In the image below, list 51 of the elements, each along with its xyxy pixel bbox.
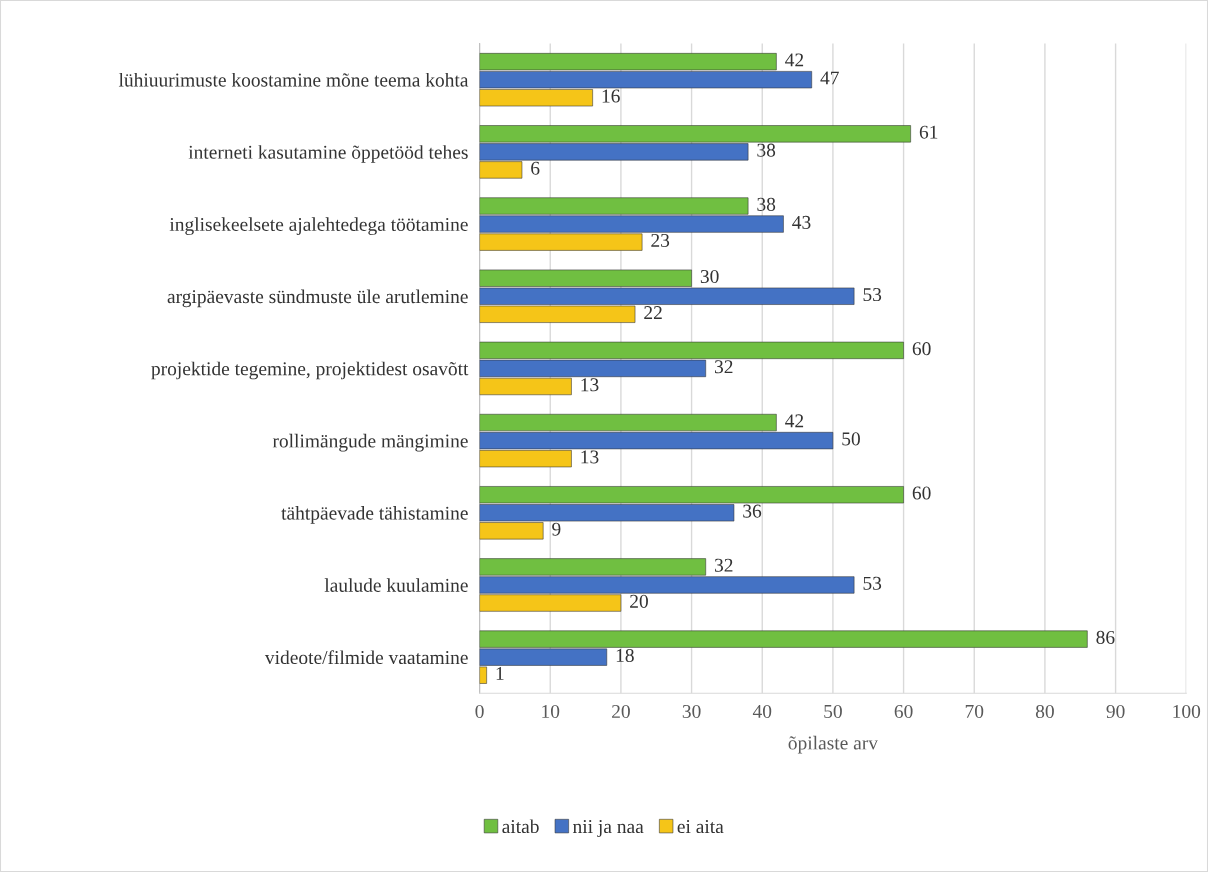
y-tick-label: interneti kasutamine õppetööd tehes <box>188 145 468 163</box>
legend-label: nii ja naa <box>572 820 644 838</box>
data-label: 9 <box>552 522 561 536</box>
y-tick-label: laulude kuulamine <box>324 578 468 592</box>
x-tick-label: 30 <box>682 704 701 719</box>
x-tick-label: 80 <box>1035 704 1054 719</box>
x-tick-label: 50 <box>824 704 842 719</box>
x-axis-title: õpilaste arv <box>788 735 878 754</box>
x-tick-label: 60 <box>894 704 913 719</box>
data-label: 1 <box>496 667 504 680</box>
data-label: 16 <box>602 89 620 103</box>
x-tick-label: 20 <box>612 704 630 719</box>
legend-label: aitab <box>502 819 539 834</box>
data-label: 60 <box>912 486 931 500</box>
y-tick-label: tähtpäevade tähistamine <box>281 506 468 524</box>
data-label: 6 <box>531 161 540 175</box>
data-label: 38 <box>757 143 776 157</box>
y-tick-label: videote/filmide vaatamine <box>264 650 468 665</box>
data-label: 20 <box>630 594 648 608</box>
data-label: 53 <box>863 288 882 302</box>
x-tick-label: 0 <box>475 704 484 719</box>
x-tick-label: 70 <box>965 704 984 719</box>
y-tick-label: rollimängude mängimine <box>272 433 468 452</box>
data-label: 42 <box>785 53 804 67</box>
legend-label: ei aita <box>677 820 724 834</box>
data-label: 36 <box>743 504 762 518</box>
data-label: 86 <box>1096 630 1115 644</box>
data-label: 18 <box>616 648 634 663</box>
x-tick-label: 100 <box>1173 704 1201 719</box>
data-label: 22 <box>644 306 662 319</box>
y-tick-label: inglisekeelsete ajalehtedega töötamine <box>169 217 468 235</box>
data-label: 61 <box>919 125 938 139</box>
x-tick-label: 90 <box>1106 704 1125 719</box>
data-label: 53 <box>863 576 882 590</box>
data-label: 30 <box>700 269 719 284</box>
data-label: 13 <box>581 378 599 392</box>
data-label: 47 <box>820 71 839 85</box>
data-label: 23 <box>651 233 670 247</box>
data-label: 13 <box>581 450 599 464</box>
data-label: 42 <box>785 414 804 428</box>
y-tick-label: projektide tegemine, projektidest osavõtt <box>151 361 469 380</box>
data-label: 43 <box>792 215 811 229</box>
x-tick-label: 10 <box>542 704 560 719</box>
x-tick-label: 40 <box>752 704 772 719</box>
data-label: 32 <box>714 558 733 572</box>
data-label: 38 <box>757 197 776 211</box>
data-label: 60 <box>912 342 931 356</box>
y-tick-label: argipäevaste sündmuste üle arutlemine <box>167 289 468 308</box>
data-label: 32 <box>714 360 733 374</box>
y-tick-label: lühiuurimuste koostamine mõne teema kohta <box>118 72 469 87</box>
data-label: 50 <box>842 432 860 446</box>
